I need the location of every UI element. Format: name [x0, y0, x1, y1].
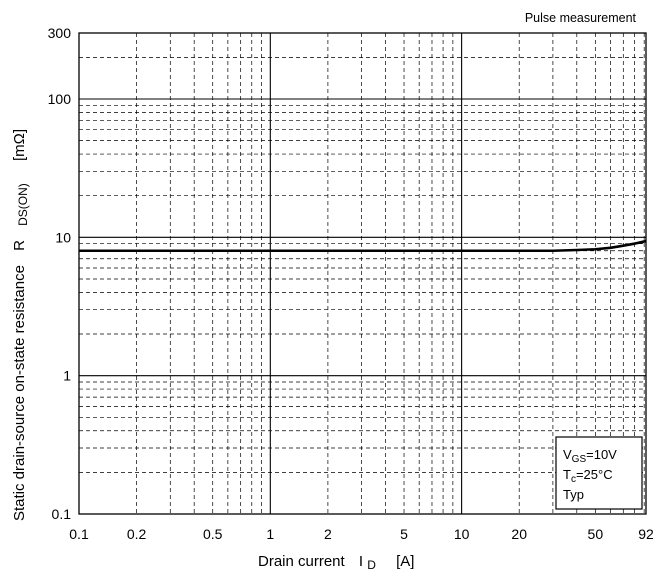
- y-tick-label: 1: [63, 368, 71, 384]
- condition-vgs: VGS=10V: [563, 447, 617, 465]
- x-tick-label: 50: [588, 526, 604, 542]
- x-tick-label: 0.1: [69, 526, 89, 542]
- y-tick-label: 0.1: [52, 506, 72, 522]
- grid: [79, 33, 646, 514]
- x-tick-label: 5: [400, 526, 408, 542]
- y-tick-label: 100: [48, 91, 72, 107]
- series-line-0: [79, 239, 647, 253]
- y-tick-label: 10: [55, 229, 71, 245]
- condition-typ: Typ: [563, 487, 584, 502]
- series-layer: [79, 239, 647, 253]
- conditions-box-frame: [555, 436, 643, 510]
- x-tick-label: 1: [266, 526, 274, 542]
- x-tick-label: 2: [324, 526, 332, 542]
- x-axis-title: Drain current I D [A]: [258, 553, 414, 573]
- x-tick-label: 0.5: [203, 526, 223, 542]
- y-axis-title: Static drain-source on-state resistance …: [11, 129, 31, 521]
- y-tick-labels: 0.1 1 10 100 300: [48, 25, 72, 522]
- plot-frame: [78, 32, 647, 515]
- x-tick-labels: 0.1 0.2 0.5 1 2 5 10 20 50 92: [69, 526, 653, 542]
- conditions-box: VGS=10V Tc=25°C Typ: [555, 436, 643, 510]
- x-tick-label: 92: [638, 526, 653, 542]
- condition-tc: Tc=25°C: [563, 467, 613, 485]
- pulse-measurement-note: Pulse measurement: [525, 11, 637, 25]
- x-tick-label: 0.2: [127, 526, 147, 542]
- y-tick-label: 300: [48, 25, 72, 41]
- x-tick-label: 20: [511, 526, 527, 542]
- x-tick-label: 10: [454, 526, 470, 542]
